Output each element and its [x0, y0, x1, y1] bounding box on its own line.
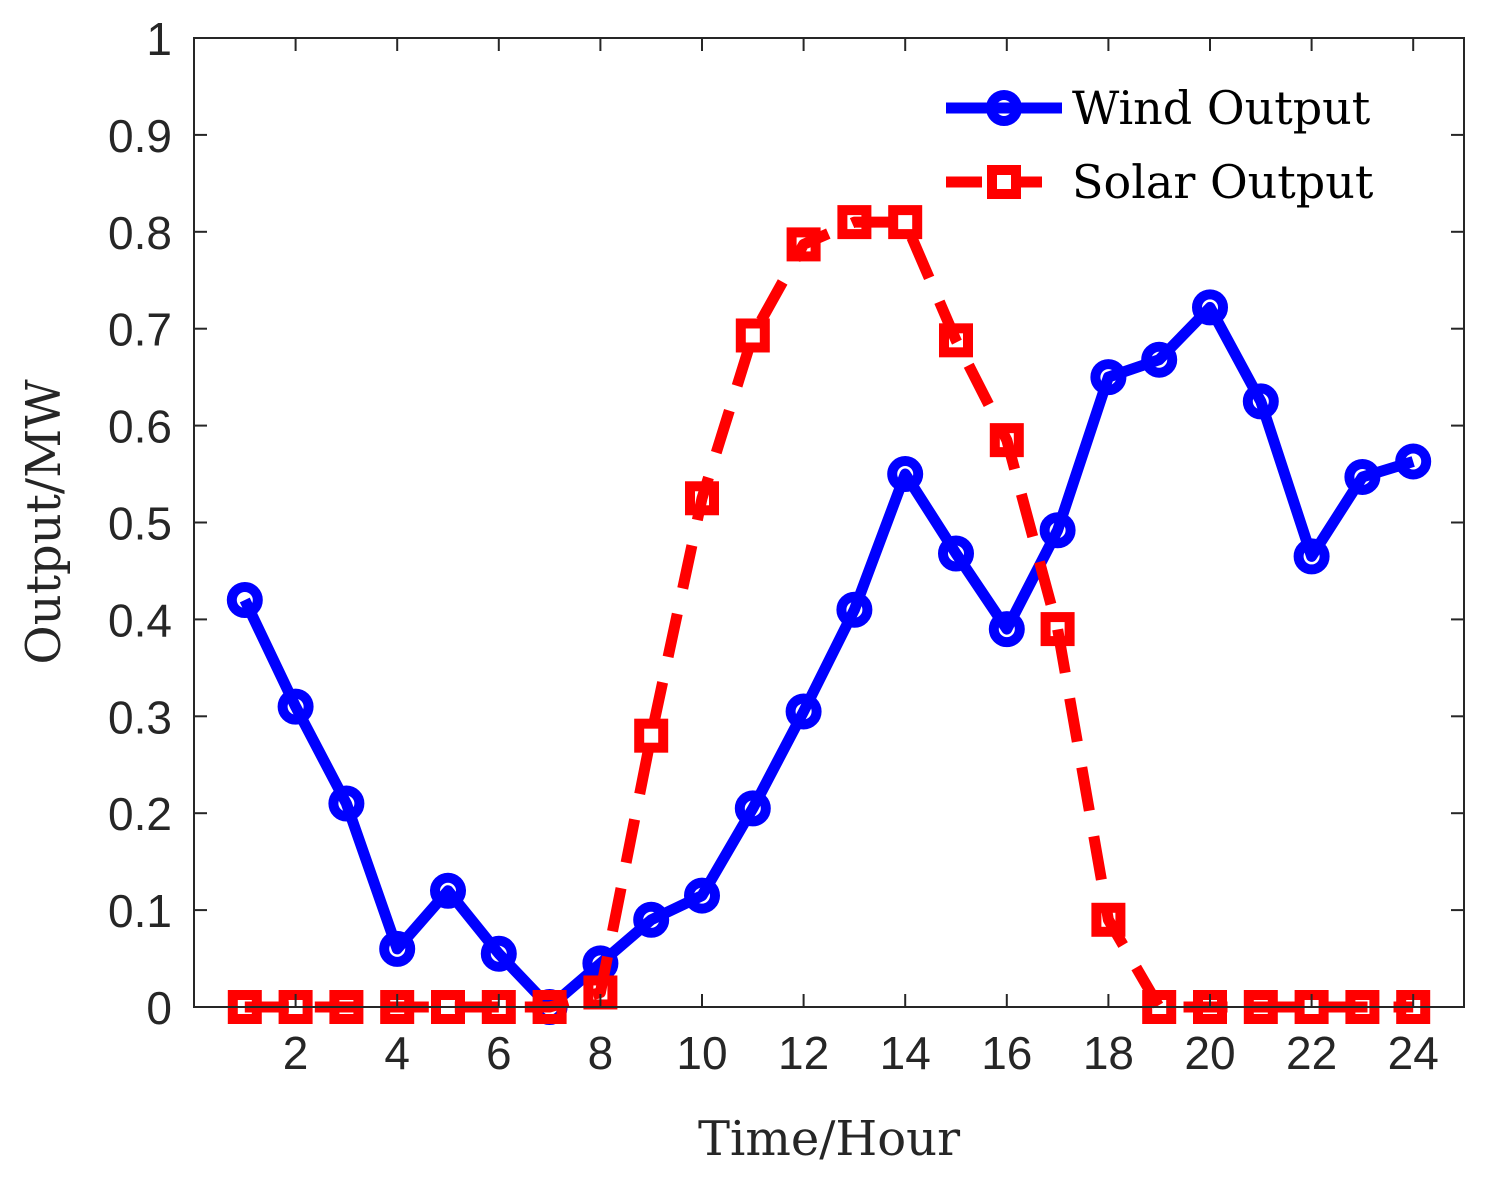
- wind-output-point: [1395, 443, 1432, 480]
- x-tick-label: 8: [588, 1027, 614, 1079]
- x-tick-label: 18: [1083, 1027, 1134, 1079]
- wind-output-point: [684, 877, 720, 914]
- wind-output-point: [1344, 458, 1381, 495]
- y-tick-label: 0.9: [108, 110, 172, 162]
- x-tick-label: 10: [676, 1027, 727, 1079]
- solar-output-point: [1091, 902, 1126, 937]
- y-tick-label: 0.3: [108, 691, 172, 743]
- wind-output-point: [836, 591, 873, 628]
- legend-wind-output-label: Wind Output: [1072, 81, 1371, 135]
- wind-output-point: [1090, 359, 1127, 396]
- y-tick-label: 0.8: [108, 207, 172, 259]
- x-tick-label: 12: [778, 1027, 829, 1079]
- wind-output-point: [633, 901, 670, 938]
- x-tick-label: 14: [880, 1027, 931, 1079]
- x-tick-label: 24: [1388, 1027, 1439, 1079]
- solar-output-point: [837, 205, 872, 240]
- wind-output-point: [938, 535, 974, 572]
- y-tick-label: 0.6: [108, 401, 172, 453]
- wind-output-point: [277, 688, 314, 725]
- solar-output-point: [1040, 612, 1075, 647]
- solar-output-point: [989, 423, 1024, 458]
- solar-output-point: [939, 323, 973, 358]
- y-tick-label: 1: [146, 13, 172, 65]
- wind-output-point: [1242, 383, 1279, 420]
- plot-area: [194, 38, 1464, 1007]
- wind-output-point: [1039, 512, 1076, 549]
- wind-output-point: [887, 456, 924, 493]
- x-tick-label: 6: [486, 1027, 512, 1079]
- solar-output-point: [735, 318, 770, 353]
- wind-output-point: [734, 790, 771, 827]
- x-tick-label: 20: [1184, 1027, 1235, 1079]
- y-tick-label: 0.4: [108, 594, 172, 646]
- wind-output-point: [379, 930, 416, 967]
- wind-output-point: [226, 582, 263, 619]
- ticks-layer: 2 4 6 8 10 12 14 16 18 20 22 2400.10.20.30.40.50.60…: [108, 13, 1464, 1079]
- solar-output-point: [685, 481, 719, 516]
- wind-output-point: [430, 872, 466, 909]
- y-tick-label: 0.1: [108, 885, 172, 937]
- y-tick-label: 0.2: [108, 788, 172, 840]
- wind-output-point: [988, 611, 1025, 648]
- legend-solar-output-marker: [987, 165, 1021, 199]
- x-tick-label: 22: [1286, 1027, 1337, 1079]
- x-tick-label: 16: [981, 1027, 1032, 1079]
- x-tick-label: 2: [283, 1027, 309, 1079]
- legend-solar-output-label: Solar Output: [1072, 155, 1374, 209]
- wind-output-point: [1141, 341, 1178, 378]
- y-tick-label: 0.5: [108, 498, 172, 550]
- wind-output-point: [785, 693, 822, 730]
- x-axis-title: Time/Hour: [698, 1111, 960, 1167]
- wind-output-point: [1192, 289, 1228, 326]
- solar-output-point: [888, 205, 923, 240]
- solar-output-point: [634, 718, 669, 753]
- y-axis-title: Output/MW: [16, 379, 72, 665]
- wind-output-point: [328, 785, 365, 822]
- solar-output-point: [786, 227, 821, 262]
- legend-wind-output-marker: [986, 90, 1022, 126]
- y-tick-label: 0.7: [108, 304, 172, 356]
- legend: Wind Output Solar Output: [946, 81, 1374, 209]
- wind-output-point: [480, 935, 517, 972]
- y-tick-label: 0: [146, 982, 172, 1034]
- x-tick-label: 4: [384, 1027, 410, 1079]
- wind-output-point: [1293, 538, 1330, 575]
